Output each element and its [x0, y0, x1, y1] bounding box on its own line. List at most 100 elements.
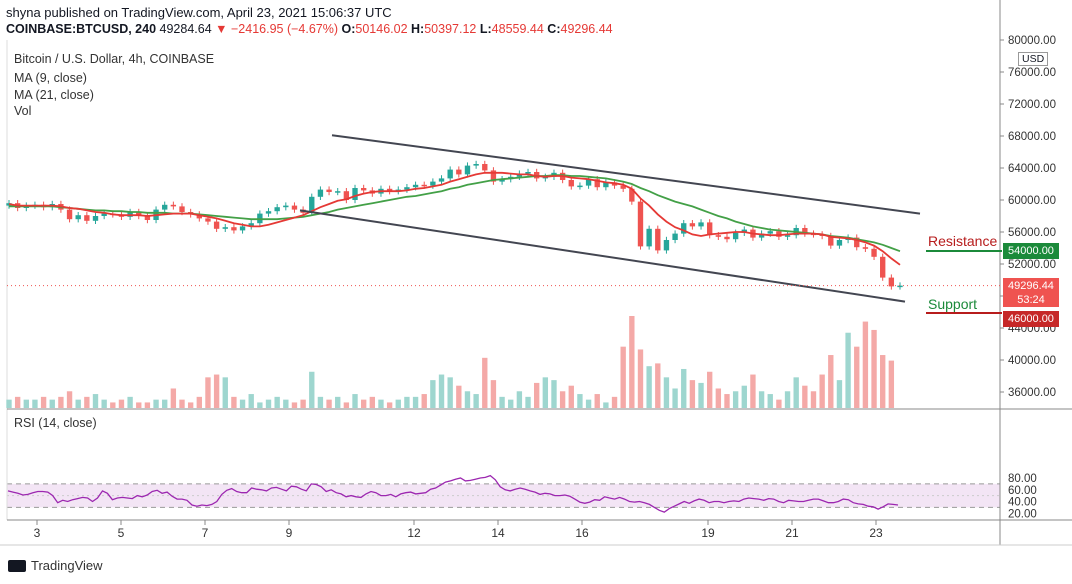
volume-bar	[326, 399, 332, 408]
volume-bar	[715, 388, 722, 408]
time-tick-label: 14	[491, 526, 505, 540]
candle-body	[585, 179, 592, 186]
candle-body	[438, 178, 445, 182]
volume-bar	[880, 355, 886, 408]
price-tick-label: 72000.00	[1008, 99, 1056, 111]
volume-bar	[265, 399, 272, 408]
volume-bar	[360, 399, 367, 408]
volume-bar	[317, 396, 324, 408]
down-arrow-icon: ▼	[215, 22, 228, 36]
volume-bar	[741, 385, 747, 408]
volume-bar	[750, 374, 756, 408]
candle-body	[802, 228, 808, 234]
volume-bar	[438, 374, 445, 408]
volume-bar	[793, 377, 799, 408]
price-change: −2416.95 (−4.67%)	[231, 22, 339, 36]
volume-bar	[23, 399, 29, 408]
volume-bar	[525, 396, 531, 408]
price-tick-label: 80000.00	[1008, 35, 1056, 47]
resistance-label: Resistance	[928, 233, 998, 249]
candle-body	[335, 191, 341, 193]
rsi-tick-label: 80.00	[1008, 473, 1037, 485]
low-label: L:	[479, 22, 492, 36]
volume-bar	[828, 355, 834, 408]
volume-bar	[205, 377, 211, 408]
candle-body	[482, 164, 488, 171]
volume-bar	[257, 402, 263, 408]
candle-body	[888, 277, 895, 287]
candle-body	[386, 188, 393, 192]
volume-bar	[871, 329, 877, 408]
volume-bar	[516, 391, 523, 408]
volume-bar	[689, 380, 696, 408]
volume-bar	[603, 402, 609, 408]
candle-body	[681, 223, 687, 234]
candle-body	[655, 228, 661, 251]
volume-bar	[724, 394, 730, 408]
brand-name: TradingView	[31, 558, 103, 573]
price-tick-label: 60000.00	[1008, 195, 1056, 207]
currency-label[interactable]: USD	[1018, 52, 1049, 66]
ma21-legend[interactable]: MA (21, close)	[14, 88, 94, 102]
volume-bar	[110, 402, 116, 408]
rsi-legend[interactable]: RSI (14, close)	[14, 416, 97, 430]
volume-bar	[231, 396, 237, 408]
volume-bar	[6, 399, 12, 408]
candle-body	[784, 235, 791, 237]
volume-bar	[447, 377, 453, 408]
time-tick-label: 7	[202, 526, 209, 540]
volume-bar	[888, 360, 895, 408]
candle-body	[231, 227, 237, 231]
price-tick-label: 52000.00	[1008, 259, 1056, 271]
volume-bar	[127, 396, 133, 408]
candle-body	[715, 235, 722, 237]
volume-bar	[637, 349, 644, 408]
candle-body	[317, 189, 324, 197]
ma21-line	[9, 174, 901, 253]
candle-body	[66, 209, 73, 220]
volume-bar	[655, 363, 661, 408]
volume-bar	[40, 396, 47, 408]
volume-bar	[508, 399, 514, 408]
candle-body	[75, 215, 81, 220]
volume-bar	[378, 399, 384, 408]
volume-bar	[767, 394, 773, 408]
volume-bar	[698, 382, 704, 408]
candle-body	[646, 228, 652, 247]
tradingview-brand[interactable]: TradingView	[8, 558, 103, 573]
time-tick-label: 19	[701, 526, 715, 540]
candle-body	[464, 165, 471, 175]
volume-bar	[196, 396, 202, 408]
volume-bar	[395, 399, 401, 408]
candle-body	[326, 189, 332, 192]
volume-bar	[542, 377, 549, 408]
volume-bar	[58, 396, 64, 408]
publish-line: shyna published on TradingView.com, Apri…	[6, 5, 392, 20]
ma9-legend[interactable]: MA (9, close)	[14, 71, 87, 85]
time-tick-label: 12	[407, 526, 421, 540]
volume-bar	[291, 402, 298, 408]
volume-bar	[222, 377, 228, 408]
candle-body	[568, 180, 574, 187]
candle-body	[862, 247, 869, 249]
volume-bar	[482, 357, 488, 408]
time-tick-label: 3	[34, 526, 41, 540]
candle-body	[274, 207, 280, 212]
volume-bar	[430, 380, 436, 408]
volume-bar	[646, 366, 652, 408]
volume-bar	[32, 399, 38, 408]
vol-legend[interactable]: Vol	[14, 104, 32, 118]
time-tick-label: 23	[869, 526, 883, 540]
volume-bar	[213, 374, 220, 408]
volume-bar	[810, 391, 817, 408]
rsi-line	[7, 474, 899, 513]
volume-bar	[473, 394, 479, 408]
candle-body	[213, 221, 220, 229]
volume-bar	[162, 399, 168, 408]
volume-bar	[732, 391, 739, 408]
candle-body	[603, 182, 609, 188]
symbol-interval: COINBASE:BTCUSD, 240	[6, 22, 157, 36]
volume-bar	[594, 394, 600, 408]
time-tick-label: 21	[785, 526, 799, 540]
